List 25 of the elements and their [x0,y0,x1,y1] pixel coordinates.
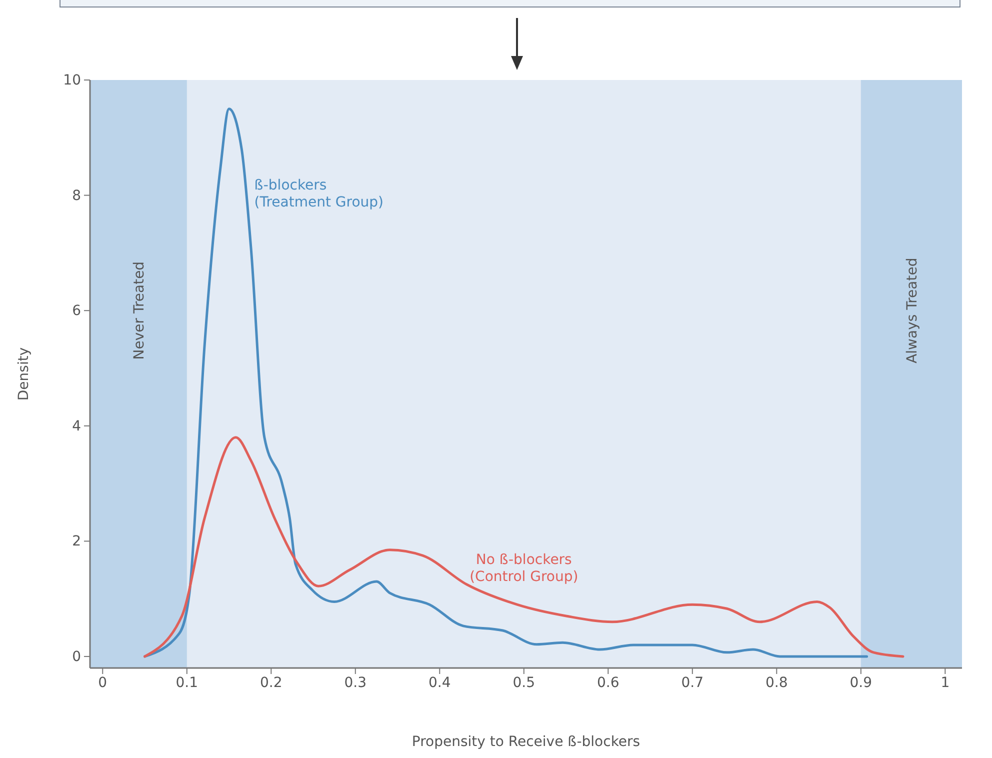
y-tick-label: 0 [72,648,81,665]
y-tick-label: 10 [63,72,81,88]
line-series [144,436,904,658]
band-label: Never Treated [131,261,148,360]
series-label: No ß-blockers (Control Group) [470,552,578,586]
y-tick-label: 2 [72,534,81,550]
series-label: ß-blockers (Treatment Group) [254,178,384,211]
x-tick-label: 0.2 [260,674,282,691]
x-tick-label: 1 [940,674,950,691]
y-tick-label: 8 [72,188,81,204]
y-tick-label: 4 [72,418,82,434]
x-tick-label: 0.7 [681,674,704,691]
y-tick-label: 6 [72,303,82,320]
x-tick-label: 0.6 [597,674,620,691]
x-tick-label: 0 [98,674,108,691]
x-tick-label: 0.5 [512,674,536,691]
y-axis-title: Density [16,347,32,401]
band-label: Always Treated [904,258,920,364]
x-tick-label: 0.3 [344,674,367,691]
x-tick-label: 0.1 [176,674,198,691]
x-tick-label: 0.9 [850,674,872,691]
x-axis-title: Propensity to Receive ß-blockers [412,734,640,750]
line-series [144,108,868,658]
x-tick-label: 0.4 [428,674,451,691]
x-tick-label: 0.8 [766,674,788,691]
